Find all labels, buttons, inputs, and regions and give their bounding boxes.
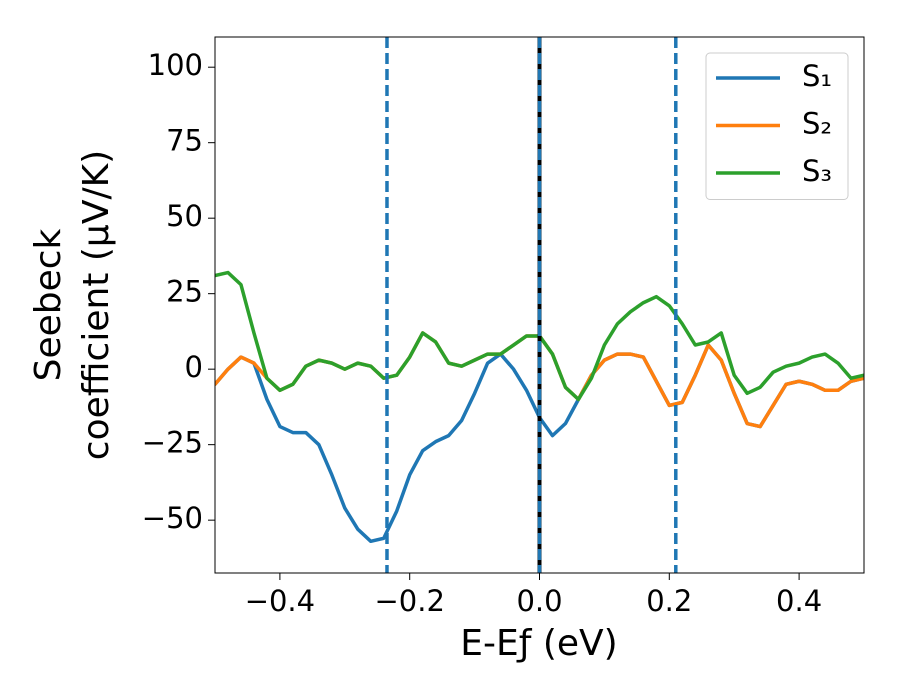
x-axis-label: E-Eƒ (eV) [460,623,617,664]
y-tick-label: 75 [166,124,203,158]
y-tick-label: 50 [166,199,203,233]
x-tick-label: 0.0 [516,584,562,618]
y-tick-label: −50 [142,501,203,535]
x-tick-label: −0.4 [245,584,315,618]
y-axis-label: Seebeck [28,228,69,381]
y-tick-label: 0 [185,350,203,384]
y-tick-label: −25 [142,426,203,460]
y-tick-label: 25 [166,275,203,309]
x-tick-label: −0.2 [374,584,444,618]
plot-frame [214,36,865,574]
x-tick-label: 0.4 [776,584,822,618]
legend-label: S₁ [802,59,832,93]
y-tick-label: 100 [148,48,203,82]
legend-label: S₂ [802,107,832,141]
y-axis-label: coefficient (μV/K) [76,150,117,460]
legend-label: S₃ [802,154,832,188]
x-tick-label: 0.2 [646,584,692,618]
